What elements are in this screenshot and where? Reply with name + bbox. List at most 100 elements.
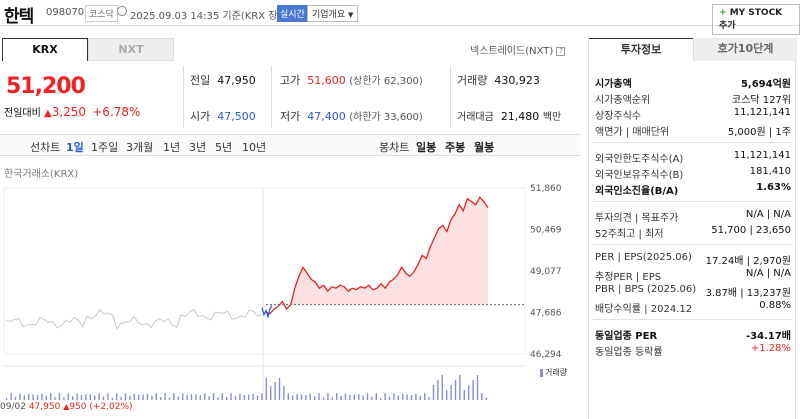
- prev-day-summary: 09/02 47,950 ▲950 (+2.02%): [0, 402, 133, 412]
- opinion-label: 투자의견 | 목표주가: [595, 213, 679, 224]
- volume-bar: [221, 393, 223, 400]
- open-value: 47,500: [217, 110, 256, 123]
- period-1y[interactable]: 1년: [163, 141, 181, 154]
- high-price: 고가 51,600 (상한가 62,300): [280, 72, 423, 88]
- volume-bar: [256, 395, 259, 400]
- prev-day-date: 09/02: [0, 402, 26, 412]
- volume-bar: [441, 375, 443, 400]
- volume-bar: [402, 393, 404, 400]
- y-tick-label: 46,294: [530, 350, 562, 360]
- foreign-rate-row: 외국인소진율(B/A) 1.63%: [595, 182, 791, 197]
- volume-bar: [349, 394, 351, 400]
- y-tick-label: 47,686: [530, 309, 562, 319]
- volume-bar: [485, 397, 487, 400]
- volume-legend: 거래량: [540, 367, 567, 378]
- volume-bar: [243, 394, 245, 400]
- tab-krx[interactable]: KRX: [2, 38, 88, 61]
- volume-bar: [129, 395, 131, 400]
- industry-per-label: 동일업종 PER: [595, 331, 658, 342]
- change-label: 전일대비: [4, 108, 41, 119]
- volume-bar: [388, 396, 391, 400]
- industry-rate-row[interactable]: 동일업종 등락률 +1.28%: [595, 343, 791, 358]
- realtime-button[interactable]: 실시간: [277, 5, 308, 22]
- volume-bar: [32, 394, 34, 400]
- candle-daily[interactable]: 일봉: [416, 141, 437, 154]
- period-toolbar: 선차트 1일 1주일 3개월 1년 3년 5년 10년 봉차트 일봉 주봉 월봉: [0, 134, 580, 156]
- volume-bar: [331, 397, 333, 400]
- open-dip-line: [261, 305, 273, 319]
- volume-bar: [23, 395, 25, 400]
- volume-bar: [248, 394, 250, 400]
- volume-bar: [476, 375, 479, 400]
- investment-info-panel: 투자정보 호가10단계 시가총액 5,694억원 시가총액순위 코스닥 127위 상…: [588, 38, 797, 419]
- volume-swatch: [540, 368, 543, 377]
- volume-bar: [208, 396, 210, 400]
- pbr-value: 3.87배 | 13,237원: [705, 288, 791, 299]
- industry-per-row[interactable]: 동일업종 PER -34.17배: [595, 327, 791, 342]
- volume-bar: [76, 393, 78, 400]
- divider: [593, 201, 793, 202]
- week52-label: 52주최고 | 최저: [595, 229, 664, 240]
- per-row: PER | EPS(2025.06) 17.24배 | 2,970원: [595, 252, 791, 267]
- tab-order-book[interactable]: 호가10단계: [693, 38, 797, 61]
- week52-row: 52주최고 | 최저 51,700 | 23,650: [595, 225, 791, 240]
- volume-bar: [168, 397, 171, 400]
- market-cap-label: 시가총액: [595, 79, 632, 90]
- volume-bar: [186, 395, 188, 400]
- volume-bar: [419, 395, 421, 400]
- volume-bar: [270, 386, 272, 400]
- volume-bar: [437, 380, 439, 400]
- foreign-limit-label: 외국인한도주식수(A): [595, 154, 684, 165]
- volume-label: 거래량: [457, 74, 488, 87]
- volume-bar: [481, 393, 483, 400]
- period-3m[interactable]: 3개월: [126, 141, 154, 154]
- company-overview-button[interactable]: 기업개요 ▼: [307, 5, 359, 22]
- price-change: 전일대비 ▲3,250 +6.78%: [4, 104, 140, 119]
- face-label: 액면가 | 매매단위: [595, 127, 670, 138]
- period-1w[interactable]: 1주일: [91, 141, 119, 154]
- add-mystock-label: MY STOCK 추가: [719, 8, 783, 31]
- volume-bar: [384, 393, 386, 400]
- up-triangle-icon: ▲: [44, 108, 52, 119]
- prev-day-close: 47,950: [28, 402, 61, 412]
- volume-bar: [102, 396, 105, 400]
- candle-monthly[interactable]: 월봉: [474, 141, 495, 154]
- foreign-limit-row: 외국인한도주식수(A) 11,121,141: [595, 150, 791, 165]
- volume-bar: [327, 393, 329, 400]
- change-amount: 3,250: [51, 105, 87, 119]
- change-rate: +6.78%: [92, 105, 141, 119]
- help-icon[interactable]: ?: [556, 46, 566, 56]
- volume-bar: [459, 375, 461, 400]
- volume-bar: [415, 393, 417, 400]
- low-label: 저가: [280, 110, 301, 123]
- volume-bar: [89, 394, 91, 400]
- period-10y[interactable]: 10년: [242, 141, 267, 154]
- volume-bar: [397, 395, 399, 400]
- tab-nxt[interactable]: NXT: [88, 38, 174, 61]
- line-chart-label: 선차트: [30, 141, 61, 154]
- volume-bar: [160, 397, 162, 400]
- tab-investment-info[interactable]: 투자정보: [589, 38, 693, 61]
- add-mystock-button[interactable]: + MY STOCK 추가: [712, 4, 800, 35]
- volume-bar: [362, 395, 364, 400]
- rank-label: 시가총액순위: [595, 95, 651, 106]
- lower-limit: (하한가 33,600): [349, 112, 423, 123]
- volume-bar: [67, 393, 69, 400]
- nextrade-link[interactable]: 넥스트레이드(NXT) ?: [470, 42, 566, 57]
- volume-bar: [133, 393, 135, 400]
- rank-value: 코스닥 127위: [731, 95, 791, 106]
- period-1d[interactable]: 1일: [66, 141, 84, 154]
- period-3y[interactable]: 3년: [189, 141, 207, 154]
- volume-bar: [450, 385, 452, 400]
- volume-bar: [54, 397, 56, 400]
- period-5y[interactable]: 5년: [215, 141, 233, 154]
- candle-weekly[interactable]: 주봉: [445, 141, 466, 154]
- market-badge: 코스닥: [85, 5, 118, 22]
- volume-bar: [28, 394, 30, 400]
- volume-bar: [45, 396, 47, 400]
- volume-bar: [124, 393, 127, 400]
- stock-code: 098070: [46, 7, 85, 18]
- dividend-row: 배당수익률 | 2024.12 0.88%: [595, 300, 791, 315]
- amount-unit: 백만: [542, 112, 562, 123]
